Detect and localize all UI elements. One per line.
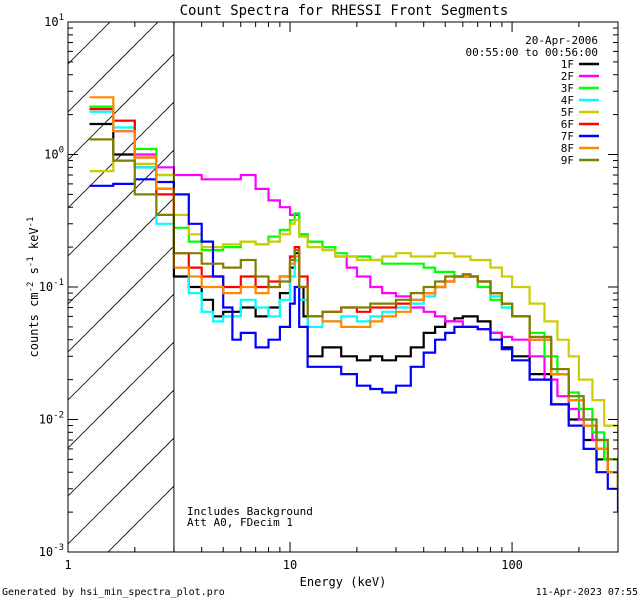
y-tick-exponent: -2 [53, 411, 64, 421]
y-tick-base: 10 [39, 280, 53, 294]
hatch-line [68, 293, 174, 401]
x-tick-label: 1 [64, 558, 71, 572]
y-tick-exponent: 0 [59, 146, 64, 156]
footer-timestamp: 11-Apr-2023 07:55 [536, 587, 638, 598]
y-axis-label-exp3: -1 [26, 217, 36, 228]
hatch-line [68, 149, 174, 257]
series-line-3F [89, 105, 618, 473]
y-axis-label-exp2: -1 [26, 256, 36, 267]
hatch-line [68, 389, 174, 497]
annotation-attenuator: Att A0, FDecim 1 [187, 516, 293, 529]
y-tick-label: 10-3 [39, 543, 64, 559]
y-axis-label: counts cm-2 s-1 keV-1 [26, 217, 41, 358]
legend-label-9F: 9F [561, 154, 574, 167]
x-tick-label: 10 [283, 558, 297, 572]
y-tick-label: 10-1 [39, 278, 64, 294]
y-tick-exponent: 1 [59, 13, 64, 23]
hatch-line [68, 245, 174, 353]
y-tick-base: 10 [44, 148, 58, 162]
annotation-background: Includes Background [187, 505, 313, 518]
y-axis-label-exp1: -2 [26, 282, 36, 293]
y-tick-label: 100 [44, 146, 64, 162]
y-axis-label-unit: keV [27, 227, 41, 256]
series-line-8F [89, 96, 618, 489]
series-line-9F [89, 138, 618, 489]
footer-generated-by: Generated by hsi_min_spectra_plot.pro [2, 587, 225, 598]
series-line-2F [89, 105, 618, 473]
y-tick-label: 101 [44, 13, 64, 29]
series-line-1F [89, 122, 618, 489]
attenuator-hatch-region [68, 22, 174, 552]
legend-label-5F: 5F [561, 106, 574, 119]
plot-frame [67, 21, 619, 553]
x-axis-label: Energy (keV) [300, 575, 387, 589]
hatch-line [68, 53, 174, 161]
chart-title: Count Spectra for RHESSI Front Segments [180, 3, 509, 19]
series-line-4F [89, 110, 618, 473]
hatch-line [68, 437, 174, 545]
y-tick-label: 10-2 [39, 411, 64, 427]
y-tick-base: 10 [39, 545, 53, 559]
x-tick-label: 100 [501, 558, 523, 572]
series-line-7F [89, 178, 618, 513]
hatch-line [68, 101, 174, 209]
chart-date: 20-Apr-2006 [525, 34, 598, 47]
legend-label-3F: 3F [561, 82, 574, 95]
legend-label-8F: 8F [561, 142, 574, 155]
hatch-line [68, 341, 174, 449]
legend-label-1F: 1F [561, 58, 574, 71]
y-axis-label-main: counts cm [27, 292, 41, 357]
y-tick-base: 10 [39, 413, 53, 427]
y-tick-base: 10 [44, 15, 58, 29]
legend-label-7F: 7F [561, 130, 574, 143]
y-axis-label-mid: s [27, 267, 41, 281]
hatch-line [68, 197, 174, 305]
series-group [89, 96, 618, 513]
legend-label-6F: 6F [561, 118, 574, 131]
y-tick-exponent: -3 [53, 543, 64, 553]
series-line-5F [89, 159, 618, 449]
chart-time-range: 00:55:00 to 00:56:00 [466, 46, 598, 59]
hatch-line [107, 485, 174, 552]
legend-label-2F: 2F [561, 70, 574, 83]
legend-label-4F: 4F [561, 94, 574, 107]
y-tick-exponent: -1 [53, 278, 64, 288]
